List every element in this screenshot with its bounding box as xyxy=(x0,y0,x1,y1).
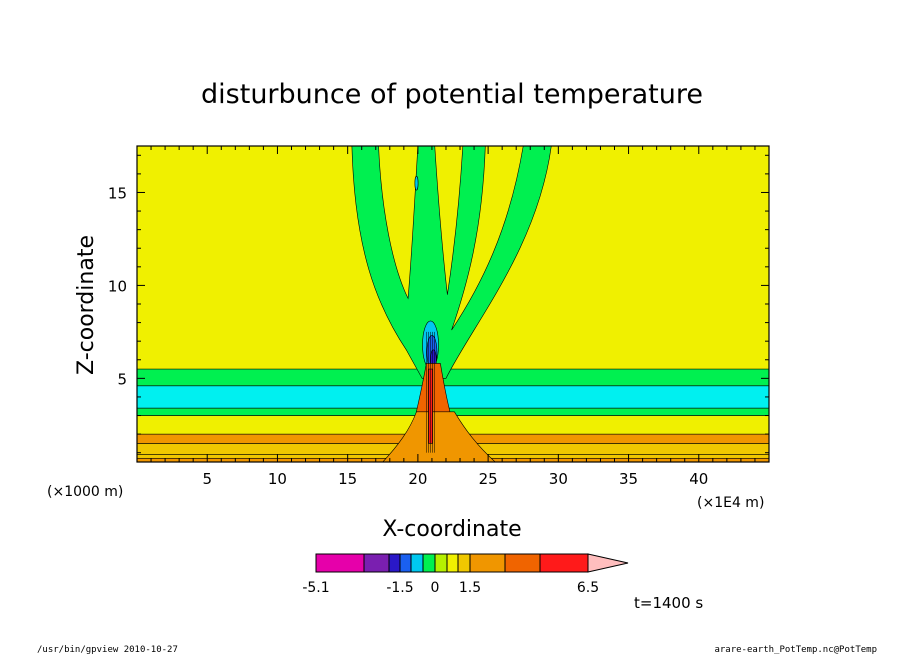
colorbar-swatch xyxy=(446,553,459,573)
colorbar-swatch xyxy=(434,553,448,573)
colorbar-swatch xyxy=(469,553,506,573)
colorbar-swatch xyxy=(363,553,390,573)
plot-area xyxy=(136,145,770,463)
colorbar-level-label: 0 xyxy=(431,580,440,596)
colorbar-swatch xyxy=(504,553,541,573)
colorbar-labels: -5.1 -1.5 0 1.5 6.5 xyxy=(302,580,599,596)
x-tick-label: 5 xyxy=(202,470,212,488)
colorbar-arrow xyxy=(587,553,629,573)
plume-gap-center xyxy=(434,145,464,295)
x-tick-label: 30 xyxy=(549,470,568,488)
x-axis-label: X-coordinate xyxy=(382,517,521,542)
colorbar-level-label: 6.5 xyxy=(577,580,599,596)
contour-band-7 xyxy=(136,368,770,387)
footer-left: /usr/bin/gpview 2010-10-27 xyxy=(37,645,178,654)
contour-band-6 xyxy=(136,385,770,409)
cyan-blob xyxy=(414,175,419,191)
warm-base xyxy=(382,411,496,463)
x-tick-label: 25 xyxy=(479,470,498,488)
plume-gap-right xyxy=(451,145,524,331)
colorbar-swatch xyxy=(422,553,436,573)
colorbar-swatch xyxy=(388,553,401,573)
x-scale-label: (×1E4 m) xyxy=(697,495,764,511)
x-tick-label: 40 xyxy=(689,470,708,488)
time-label: t=1400 s xyxy=(634,594,703,612)
colorbar-swatch xyxy=(410,553,424,573)
colorbar xyxy=(315,553,629,573)
y-tick-label: 15 xyxy=(108,184,127,202)
y-tick-label: 10 xyxy=(108,277,127,295)
colorbar-level-label: 1.5 xyxy=(459,580,481,596)
z-scale-label: (×1000 m) xyxy=(47,484,123,500)
y-axis-label: Z-coordinate xyxy=(74,235,99,375)
x-tick-label: 35 xyxy=(619,470,638,488)
colorbar-swatch xyxy=(457,553,471,573)
footer-right: arare-earth_PotTemp.nc@PotTemp xyxy=(714,645,877,654)
x-tick-label: 10 xyxy=(268,470,287,488)
x-tick-label: 20 xyxy=(408,470,427,488)
x-tick-label: 15 xyxy=(338,470,357,488)
colorbar-swatch xyxy=(399,553,412,573)
chart-title: disturbunce of potential temperature xyxy=(201,79,703,110)
colorbar-level-label: -1.5 xyxy=(386,580,413,596)
colorbar-swatch xyxy=(315,553,365,573)
colorbar-level-label: -5.1 xyxy=(302,580,329,596)
y-tick-label: 5 xyxy=(117,370,127,388)
colorbar-swatch xyxy=(539,553,589,573)
y-axis: 5 10 15 xyxy=(108,184,127,388)
x-axis: 5 10 15 20 25 30 35 40 xyxy=(202,470,708,488)
